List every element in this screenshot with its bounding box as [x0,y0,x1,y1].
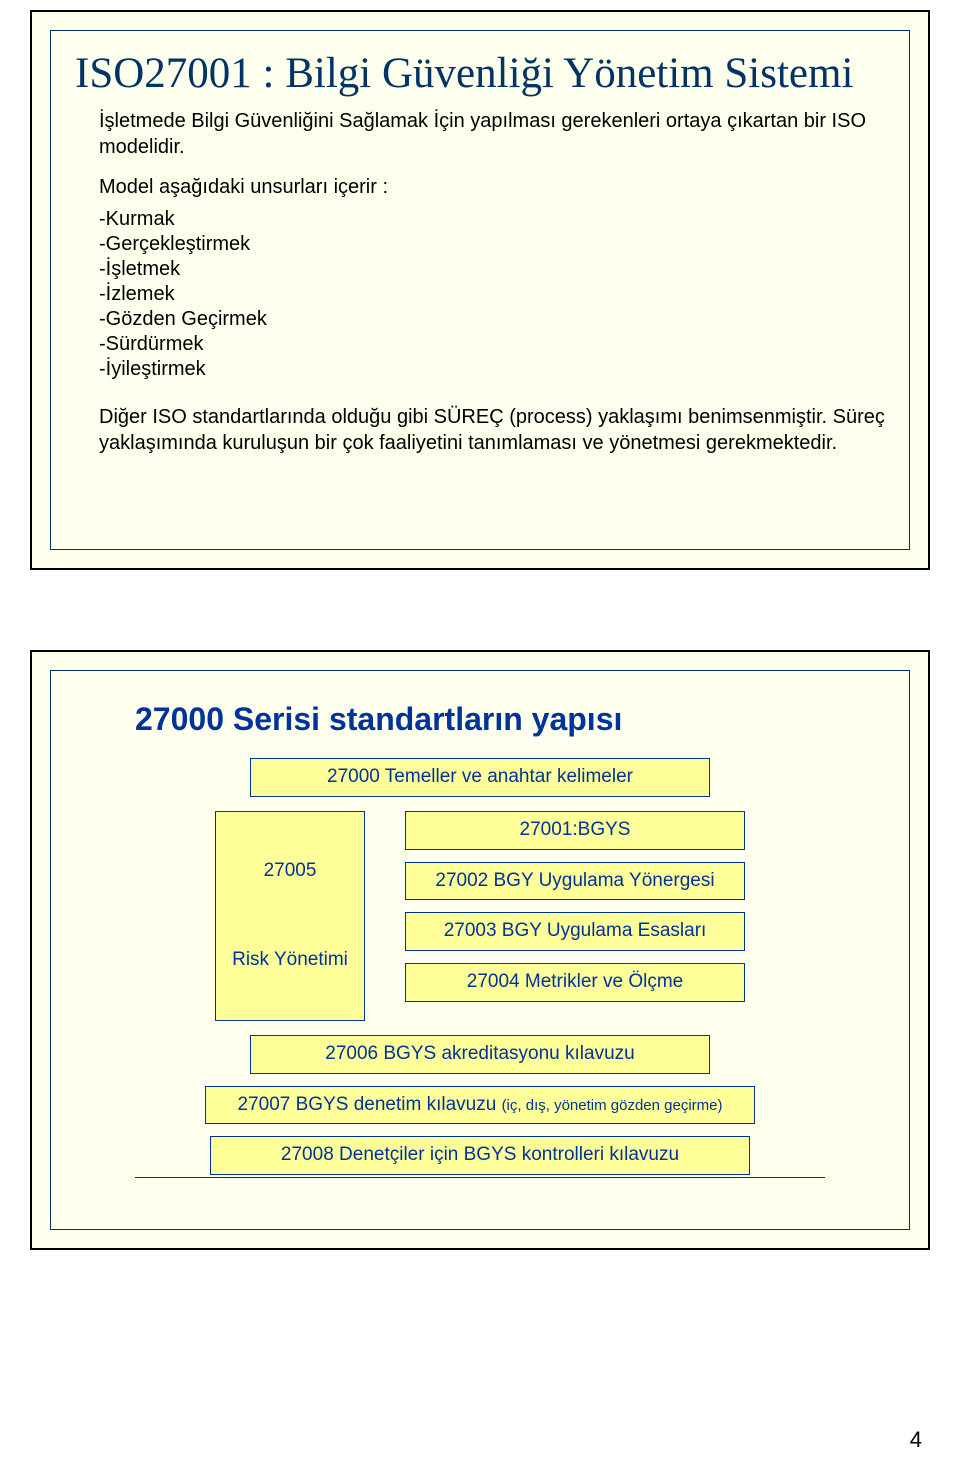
box-27001: 27001:BGYS [405,811,745,850]
slide-2: 27000 Serisi standartların yapısı 27000 … [30,650,930,1250]
box-27007-note: (iç, dış, yönetim gözden geçirme) [502,1097,723,1114]
box-27007: 27007 BGYS denetim kılavuzu (iç, dış, yö… [205,1086,755,1125]
column-wide: 27006 BGYS akreditasyonu kılavuzu 27007 … [75,1035,885,1175]
row-top: 27000 Temeller ve anahtar kelimeler [75,758,885,797]
bullet-item: -İşletmek [99,257,885,282]
page-number: 4 [910,1427,922,1453]
box-27008: 27008 Denetçiler için BGYS kontrolleri k… [210,1136,750,1175]
box-27002: 27002 BGY Uygulama Yönergesi [405,862,745,901]
slide-2-frame: 27000 Serisi standartların yapısı 27000 … [50,670,910,1230]
divider-line [135,1177,825,1178]
slide-1: ISO27001 : Bilgi Güvenliği Yönetim Siste… [30,10,930,570]
row-middle: 27005 Risk Yönetimi 27001:BGYS 27002 BGY… [75,811,885,1021]
slide-1-frame: ISO27001 : Bilgi Güvenliği Yönetim Siste… [50,30,910,550]
box-27000: 27000 Temeller ve anahtar kelimeler [250,758,710,797]
slide-1-footer-text: Diğer ISO standartlarında olduğu gibi SÜ… [99,404,885,456]
box-27006: 27006 BGYS akreditasyonu kılavuzu [250,1035,710,1074]
box-27005-risk: 27005 Risk Yönetimi [215,811,365,1021]
box-risk-label: Risk Yönetimi [224,949,356,971]
slide-1-intro: İşletmede Bilgi Güvenliğini Sağlamak İçi… [99,108,885,160]
box-27005-label: 27005 [224,860,356,882]
column-right: 27001:BGYS 27002 BGY Uygulama Yönergesi … [405,811,745,1002]
bullet-item: -İzlemek [99,282,885,307]
box-27004: 27004 Metrikler ve Ölçme [405,963,745,1002]
page: ISO27001 : Bilgi Güvenliği Yönetim Siste… [0,0,960,1465]
slide-1-subheading: Model aşağıdaki unsurları içerir : [99,176,885,199]
bullet-item: -Gerçekleştirmek [99,232,885,257]
slide-1-title: ISO27001 : Bilgi Güvenliği Yönetim Siste… [75,49,885,98]
bullet-item: -Kurmak [99,207,885,232]
slide-1-bullet-list: -Kurmak -Gerçekleştirmek -İşletmek -İzle… [99,207,885,382]
bullet-item: -İyileştirmek [99,357,885,382]
box-27003: 27003 BGY Uygulama Esasları [405,912,745,951]
bullet-item: -Sürdürmek [99,332,885,357]
bullet-item: -Gözden Geçirmek [99,307,885,332]
slide-2-title: 27000 Serisi standartların yapısı [135,701,885,738]
box-27007-main: 27007 BGYS denetim kılavuzu [238,1094,497,1115]
